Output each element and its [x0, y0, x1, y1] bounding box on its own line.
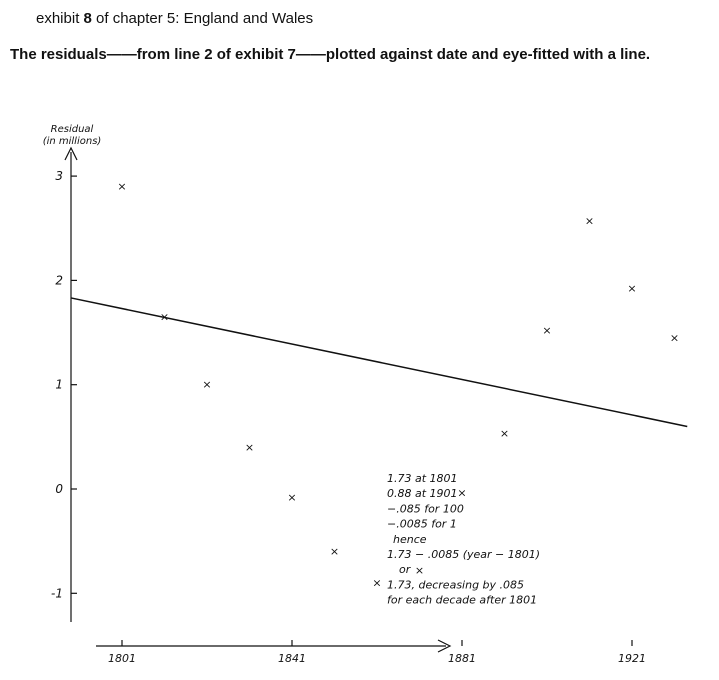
- annotation-line: 1.73 at 1801: [387, 472, 458, 485]
- x-tick-label: 1881: [448, 652, 476, 665]
- annotation-line: −.085 for 100: [387, 502, 464, 515]
- data-point-marker: ×: [500, 427, 509, 440]
- x-tick-label: 1921: [618, 652, 646, 665]
- data-point-marker: ×: [585, 214, 594, 227]
- y-tick-label: 1: [55, 378, 63, 392]
- x-ticks: 1801 1841 1881 1921: [108, 640, 646, 665]
- exhibit-prefix: exhibit: [36, 10, 84, 27]
- annotation-line: 1.73, decreasing by .085: [387, 578, 524, 591]
- data-point-marker: ×: [245, 441, 254, 454]
- data-point-marker: ×: [160, 310, 169, 323]
- y-tick-label: 2: [55, 273, 63, 287]
- annotation-line: 0.88 at 1901: [387, 487, 458, 500]
- y-axis-arrowhead: [64, 146, 78, 161]
- x-tick-label: 1801: [108, 652, 136, 665]
- annotation-block: 1.73 at 1801 0.88 at 1901 −.085 for 100 −.0…: [387, 472, 540, 607]
- y-axis-label-line2: (in millions): [43, 136, 102, 147]
- data-point-marker: ×: [415, 564, 424, 577]
- annotation-line: hence: [393, 533, 427, 546]
- data-point-marker: ×: [670, 331, 679, 344]
- y-tick-label: -1: [51, 586, 63, 600]
- y-axis-label-line1: Residual: [51, 124, 94, 135]
- x-axis-arrowhead: [437, 639, 452, 653]
- data-point-marker: ×: [372, 576, 381, 589]
- data-point-marker: ×: [202, 378, 211, 391]
- data-point-marker: ×: [457, 487, 466, 500]
- annotation-line: or: [399, 563, 412, 576]
- annotation-line: for each decade after 1801: [387, 594, 537, 607]
- data-point-marker: ×: [542, 324, 551, 337]
- y-ticks: 3 2 1 0 -1: [51, 169, 77, 600]
- x-tick-label: 1841: [278, 652, 306, 665]
- exhibit-heading: exhibit 8 of chapter 5: England and Wale…: [36, 10, 313, 27]
- data-points: × × × × × × × × × × × × × ×: [117, 180, 679, 589]
- data-point-marker: ×: [117, 180, 126, 193]
- exhibit-number: 8: [83, 10, 92, 27]
- data-point-marker: ×: [627, 282, 636, 295]
- data-point-marker: ×: [287, 491, 296, 504]
- y-tick-label: 0: [55, 482, 63, 496]
- y-tick-label: 3: [55, 169, 63, 183]
- exhibit-suffix: of chapter 5: England and Wales: [91, 10, 314, 27]
- fitted-line: [70, 297, 688, 428]
- figure-caption: The residuals——from line 2 of exhibit 7—…: [10, 46, 651, 63]
- annotation-line: −.0085 for 1: [387, 518, 457, 531]
- data-point-marker: ×: [330, 545, 339, 558]
- annotation-line: 1.73 − .0085 (year − 1801): [387, 548, 540, 561]
